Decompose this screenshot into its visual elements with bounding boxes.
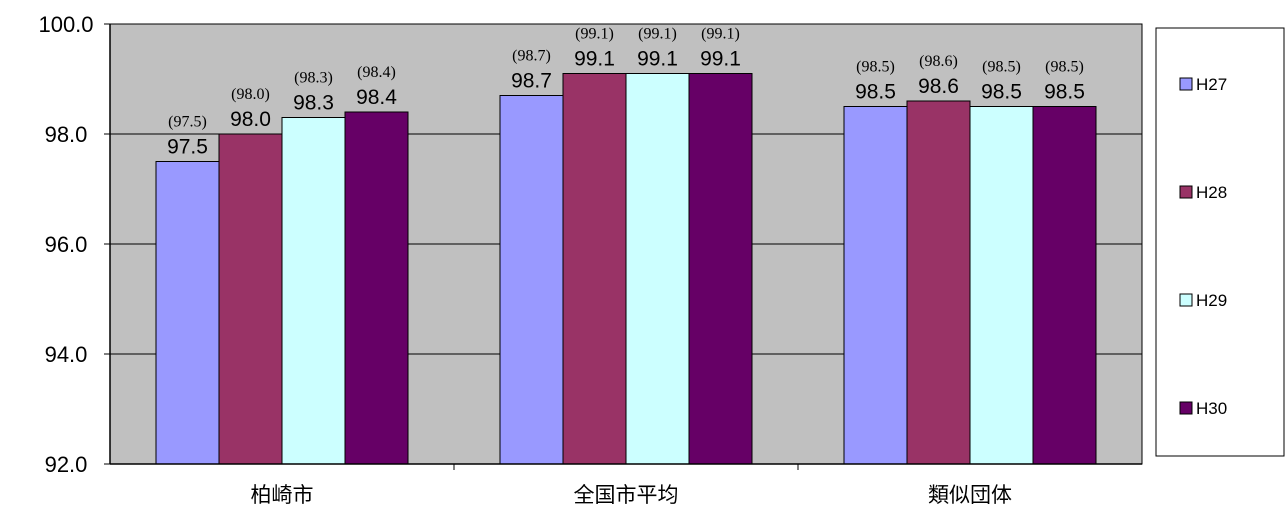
bar-h27-1: [499, 95, 564, 465]
y-tick-label: 98.0: [45, 122, 88, 147]
value-label: 99.1: [700, 48, 741, 71]
previous-value-label: (98.5): [982, 59, 1021, 76]
category-label: 柏崎市: [251, 483, 314, 507]
legend: H27 H28 H29 H30: [1155, 27, 1285, 457]
legend-swatch: [1179, 401, 1193, 415]
y-tick-label: 100.0: [38, 12, 93, 37]
legend-label: H27: [1196, 75, 1227, 94]
legend-label: H30: [1196, 399, 1227, 418]
bar-h30-0: [344, 111, 409, 465]
bar-h30-1: [688, 73, 753, 465]
legend-label: H29: [1196, 291, 1227, 310]
legend-box: [1155, 27, 1285, 457]
previous-value-label: (98.4): [357, 64, 396, 81]
previous-value-label: (98.5): [856, 59, 895, 76]
value-label: 98.4: [356, 86, 397, 109]
previous-value-label: (98.7): [512, 48, 551, 65]
previous-value-label: (97.5): [168, 114, 207, 131]
category-label: 類似団体: [928, 483, 1012, 507]
value-label: 99.1: [637, 48, 678, 71]
data-labels: 97.5 (97.5) 98.0 (98.0) 98.3 (98.3) 98.4 (98.4)…: [167, 26, 1085, 159]
value-label: 98.5: [981, 81, 1022, 104]
legend-swatch: [1179, 293, 1193, 307]
value-label: 98.3: [293, 92, 334, 115]
bar-h29-1: [625, 73, 690, 465]
bar-h27-0: [155, 161, 220, 465]
y-tick-label: 94.0: [45, 342, 88, 367]
category-label: 全国市平均: [574, 483, 679, 507]
bar-h27-2: [843, 106, 908, 465]
bar-h28-0: [218, 133, 283, 465]
bar-h30-2: [1032, 106, 1097, 465]
value-label: 98.5: [855, 81, 896, 104]
value-label: 98.5: [1044, 81, 1085, 104]
legend-label: H28: [1196, 183, 1227, 202]
bar-h28-1: [562, 73, 627, 465]
previous-value-label: (99.1): [575, 26, 614, 43]
legend-swatch: [1179, 185, 1193, 199]
bar-h28-2: [906, 100, 971, 465]
value-label: 98.7: [511, 70, 552, 93]
bar-h29-0: [281, 117, 346, 465]
value-label: 97.5: [167, 136, 208, 159]
y-tick-label: 96.0: [45, 232, 88, 257]
previous-value-label: (98.0): [231, 86, 270, 103]
y-tick-label: 92.0: [45, 452, 88, 477]
legend-swatch: [1179, 77, 1193, 91]
previous-value-label: (98.3): [294, 70, 333, 87]
bar-h29-2: [969, 106, 1034, 465]
value-label: 98.6: [918, 75, 959, 98]
previous-value-label: (98.6): [919, 53, 958, 70]
value-label: 98.0: [230, 108, 271, 131]
axes: 92.0 94.0 96.0 98.0 100.0 柏崎市 全国市平均 類似団体: [38, 12, 1142, 507]
previous-value-label: (99.1): [701, 26, 740, 43]
bars: [155, 73, 1097, 465]
previous-value-label: (99.1): [638, 26, 677, 43]
value-label: 99.1: [574, 48, 615, 71]
previous-value-label: (98.5): [1045, 59, 1084, 76]
